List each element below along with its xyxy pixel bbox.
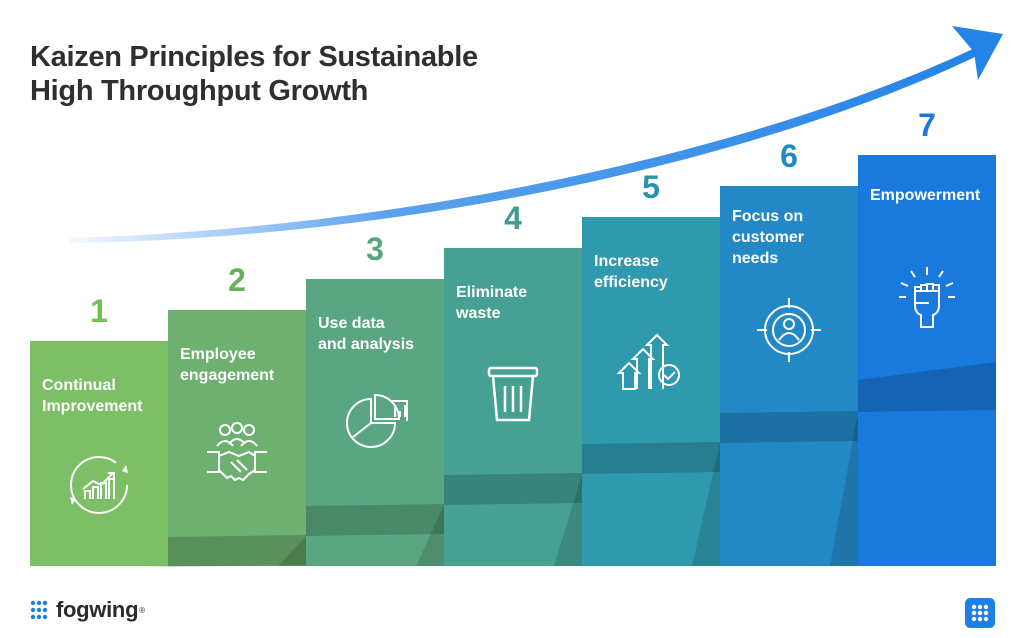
- step-label: Employee engagement: [180, 344, 298, 386]
- raised-fist-icon: [891, 263, 963, 335]
- continual-improvement-icon: [63, 449, 135, 521]
- step-label: Continual Improvement: [42, 375, 160, 417]
- step-number: 1: [90, 293, 108, 329]
- corner-logo-icon: [965, 598, 995, 628]
- step-shadow: [692, 443, 720, 566]
- step-label-line: Empowerment: [870, 187, 981, 204]
- step-label: Empowerment: [870, 185, 988, 206]
- step-shadow: [416, 505, 444, 566]
- step-block: Continual Improvement: [30, 341, 168, 566]
- fogwing-dots-icon: [30, 600, 48, 620]
- step-label-line: needs: [732, 250, 779, 267]
- step-shadow: [858, 380, 996, 412]
- trash-bin-icon: [477, 356, 549, 428]
- step-number: 2: [228, 262, 246, 298]
- step-shadow: [168, 535, 306, 567]
- step-label-line: Employee: [180, 346, 256, 363]
- step-label-line: Focus on: [732, 208, 804, 225]
- page-title: Kaizen Principles for Sustainable High T…: [30, 40, 478, 108]
- step-shadow: [720, 411, 858, 443]
- step-shadow: [444, 473, 582, 505]
- brand-registered-mark: ®: [139, 605, 146, 615]
- step-block: Empowerment: [858, 155, 996, 566]
- step-number: 6: [780, 138, 798, 174]
- step-label: Use data and analysis: [318, 313, 436, 355]
- title-line-1: Kaizen Principles for Sustainable: [30, 41, 478, 73]
- step-label-line: engagement: [180, 367, 275, 384]
- step-label-line: customer: [732, 229, 805, 246]
- customer-target-icon: [753, 294, 825, 366]
- pie-chart-icon: [339, 387, 411, 459]
- handshake-team-icon: [201, 418, 273, 490]
- step-shadow: [140, 566, 168, 567]
- step-block: Eliminate waste: [444, 248, 582, 566]
- step-block: Employee engagement: [168, 310, 306, 566]
- step-block: Focus on customer needs: [720, 186, 858, 566]
- growth-arrow-head: [952, 26, 1003, 80]
- step-number: 4: [504, 200, 522, 236]
- step-label-line: waste: [456, 305, 501, 322]
- step-number: 5: [642, 169, 660, 205]
- step-block: Increase efficiency: [582, 217, 720, 566]
- step-label-line: Use data: [318, 315, 385, 332]
- step-label: Eliminate waste: [456, 282, 574, 324]
- title-line-2: High Throughput Growth: [30, 75, 369, 107]
- step-label: Focus on customer needs: [732, 206, 850, 269]
- step-label-line: Increase: [594, 253, 659, 270]
- step-label-line: efficiency: [594, 274, 668, 291]
- step-label-line: and analysis: [318, 336, 415, 353]
- step-shadow: [830, 412, 858, 566]
- step-block: Use data and analysis: [306, 279, 444, 566]
- step-shadow: [306, 504, 444, 536]
- step-label-line: Improvement: [42, 398, 143, 415]
- step-shadow: [582, 442, 720, 474]
- brand-footer: fogwing ®: [30, 594, 145, 626]
- step-label: Increase efficiency: [594, 251, 712, 293]
- step-shadow: [554, 474, 582, 566]
- step-number: 3: [366, 231, 384, 267]
- step-number: 7: [918, 107, 936, 143]
- step-shadow: [858, 362, 996, 382]
- step-shadow: [278, 536, 306, 566]
- brand-name: fogwing: [56, 597, 139, 622]
- step-label-line: Continual: [42, 377, 116, 394]
- step-label-line: Eliminate: [456, 284, 528, 301]
- growth-arrows-icon: [615, 325, 687, 397]
